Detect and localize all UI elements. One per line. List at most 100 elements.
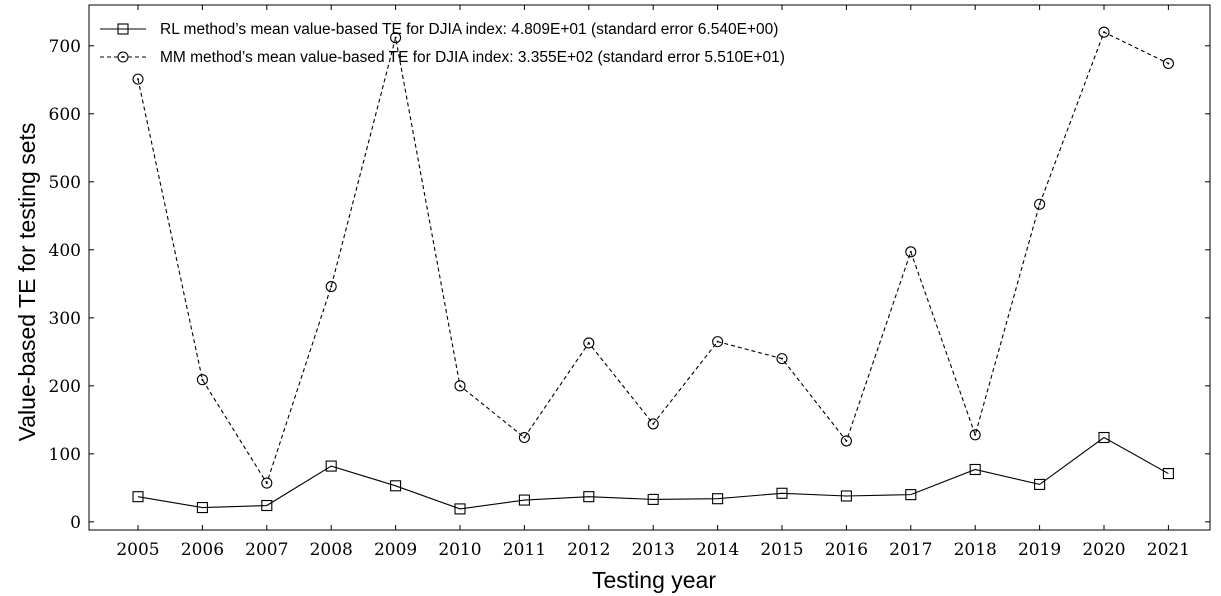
series-square <box>132 431 1174 515</box>
data-point-dot <box>909 250 912 253</box>
legend-marker-dot <box>122 56 124 58</box>
data-point-dot <box>459 384 461 387</box>
data-point-ring <box>712 336 724 348</box>
y-tick-label: 700 <box>49 37 81 57</box>
data-point <box>1098 431 1110 444</box>
data-point <box>454 380 466 392</box>
data-point-dot <box>652 422 655 425</box>
data-point <box>196 502 208 514</box>
data-point <box>712 493 724 505</box>
legend: RL method’s mean value-based TE for DJIA… <box>100 21 785 66</box>
data-point <box>840 490 852 502</box>
series-layer <box>132 26 1174 515</box>
data-point <box>583 491 595 503</box>
series-line <box>137 436 1169 510</box>
data-point <box>905 489 917 501</box>
x-tick-label: 2007 <box>245 540 288 560</box>
data-point <box>325 280 337 293</box>
data-point-dot <box>523 436 526 439</box>
x-tick-label: 2013 <box>632 540 675 560</box>
series-line <box>137 31 1169 485</box>
data-point <box>647 418 659 430</box>
legend-marker-ring <box>117 51 129 63</box>
x-tick-label: 2017 <box>889 540 932 560</box>
x-tick-label: 2016 <box>825 540 868 560</box>
data-point <box>325 460 337 472</box>
y-axis-title: Value-based TE for testing sets <box>14 123 40 442</box>
data-point-ring <box>905 246 917 258</box>
data-point-ring <box>583 337 595 349</box>
data-point-ring <box>196 374 208 386</box>
x-tick-label: 2020 <box>1082 540 1125 560</box>
data-point-ring <box>261 477 273 489</box>
legend-marker <box>117 51 129 63</box>
y-tick-label: 600 <box>49 105 81 125</box>
data-point <box>776 353 788 365</box>
data-point <box>1162 57 1174 70</box>
axes: 0 100 200 300 400 500 600 700 2005 2006 2007 2008 20… <box>49 4 1211 560</box>
data-point <box>261 477 273 489</box>
data-point <box>712 336 724 348</box>
data-point-ring <box>132 73 144 85</box>
legend-label: RL method’s mean value-based TE for DJIA… <box>160 21 778 38</box>
x-tick-label: 2015 <box>760 540 803 560</box>
data-point <box>1034 198 1046 210</box>
data-point <box>776 487 788 499</box>
data-point-dot <box>265 482 268 485</box>
data-point-ring <box>454 380 466 392</box>
x-tick-label: 2008 <box>310 540 353 560</box>
data-point-ring <box>325 280 337 293</box>
x-tick-label: 2014 <box>696 540 739 560</box>
series-circle <box>132 26 1174 489</box>
data-point-ring <box>518 431 530 444</box>
data-point <box>390 480 402 492</box>
x-tick-label: 2009 <box>374 540 417 560</box>
data-point-dot <box>1103 31 1105 34</box>
data-point-ring <box>390 32 402 44</box>
x-tick-label: 2021 <box>1147 540 1190 560</box>
data-point <box>390 32 402 44</box>
x-axis-title: Testing year <box>592 567 716 593</box>
data-point-dot <box>137 78 139 81</box>
data-point <box>132 491 144 503</box>
data-point-dot <box>587 341 590 344</box>
data-point <box>1034 478 1046 490</box>
y-tick-label: 100 <box>49 445 81 465</box>
data-point-dot <box>974 433 977 436</box>
data-point-ring <box>1098 26 1110 38</box>
x-tick-label: 2010 <box>438 540 481 560</box>
data-point-dot <box>716 340 719 343</box>
data-point-dot <box>1038 203 1041 206</box>
data-point-ring <box>840 435 852 447</box>
data-point <box>518 431 530 444</box>
y-tick-label: 300 <box>49 309 81 329</box>
data-point-dot <box>845 439 848 442</box>
x-tick-label: 2019 <box>1018 540 1061 560</box>
data-point-dot <box>1167 62 1170 65</box>
data-point-ring <box>969 429 981 441</box>
data-point-dot <box>781 357 783 360</box>
data-point <box>969 429 981 441</box>
data-point <box>583 337 595 349</box>
plot-frame <box>88 4 1211 531</box>
data-point <box>518 494 530 506</box>
x-tick-label: 2011 <box>503 540 546 560</box>
data-point <box>196 374 208 386</box>
data-point-ring <box>1034 198 1046 210</box>
data-point-dot <box>394 36 397 39</box>
y-tick-label: 500 <box>49 173 81 193</box>
data-point-dot <box>201 378 204 381</box>
y-tick-label: 0 <box>70 513 81 533</box>
data-point <box>647 493 659 505</box>
data-point <box>840 435 852 447</box>
y-tick-label: 200 <box>49 377 81 397</box>
data-point-ring <box>776 353 788 365</box>
data-point <box>905 246 917 258</box>
legend-label: MM method’s mean value-based TE for DJIA… <box>160 49 785 66</box>
data-point <box>132 73 144 85</box>
x-tick-label: 2005 <box>116 540 159 560</box>
data-point <box>261 499 273 512</box>
legend-marker <box>117 23 129 35</box>
y-tick-label: 400 <box>49 241 81 261</box>
